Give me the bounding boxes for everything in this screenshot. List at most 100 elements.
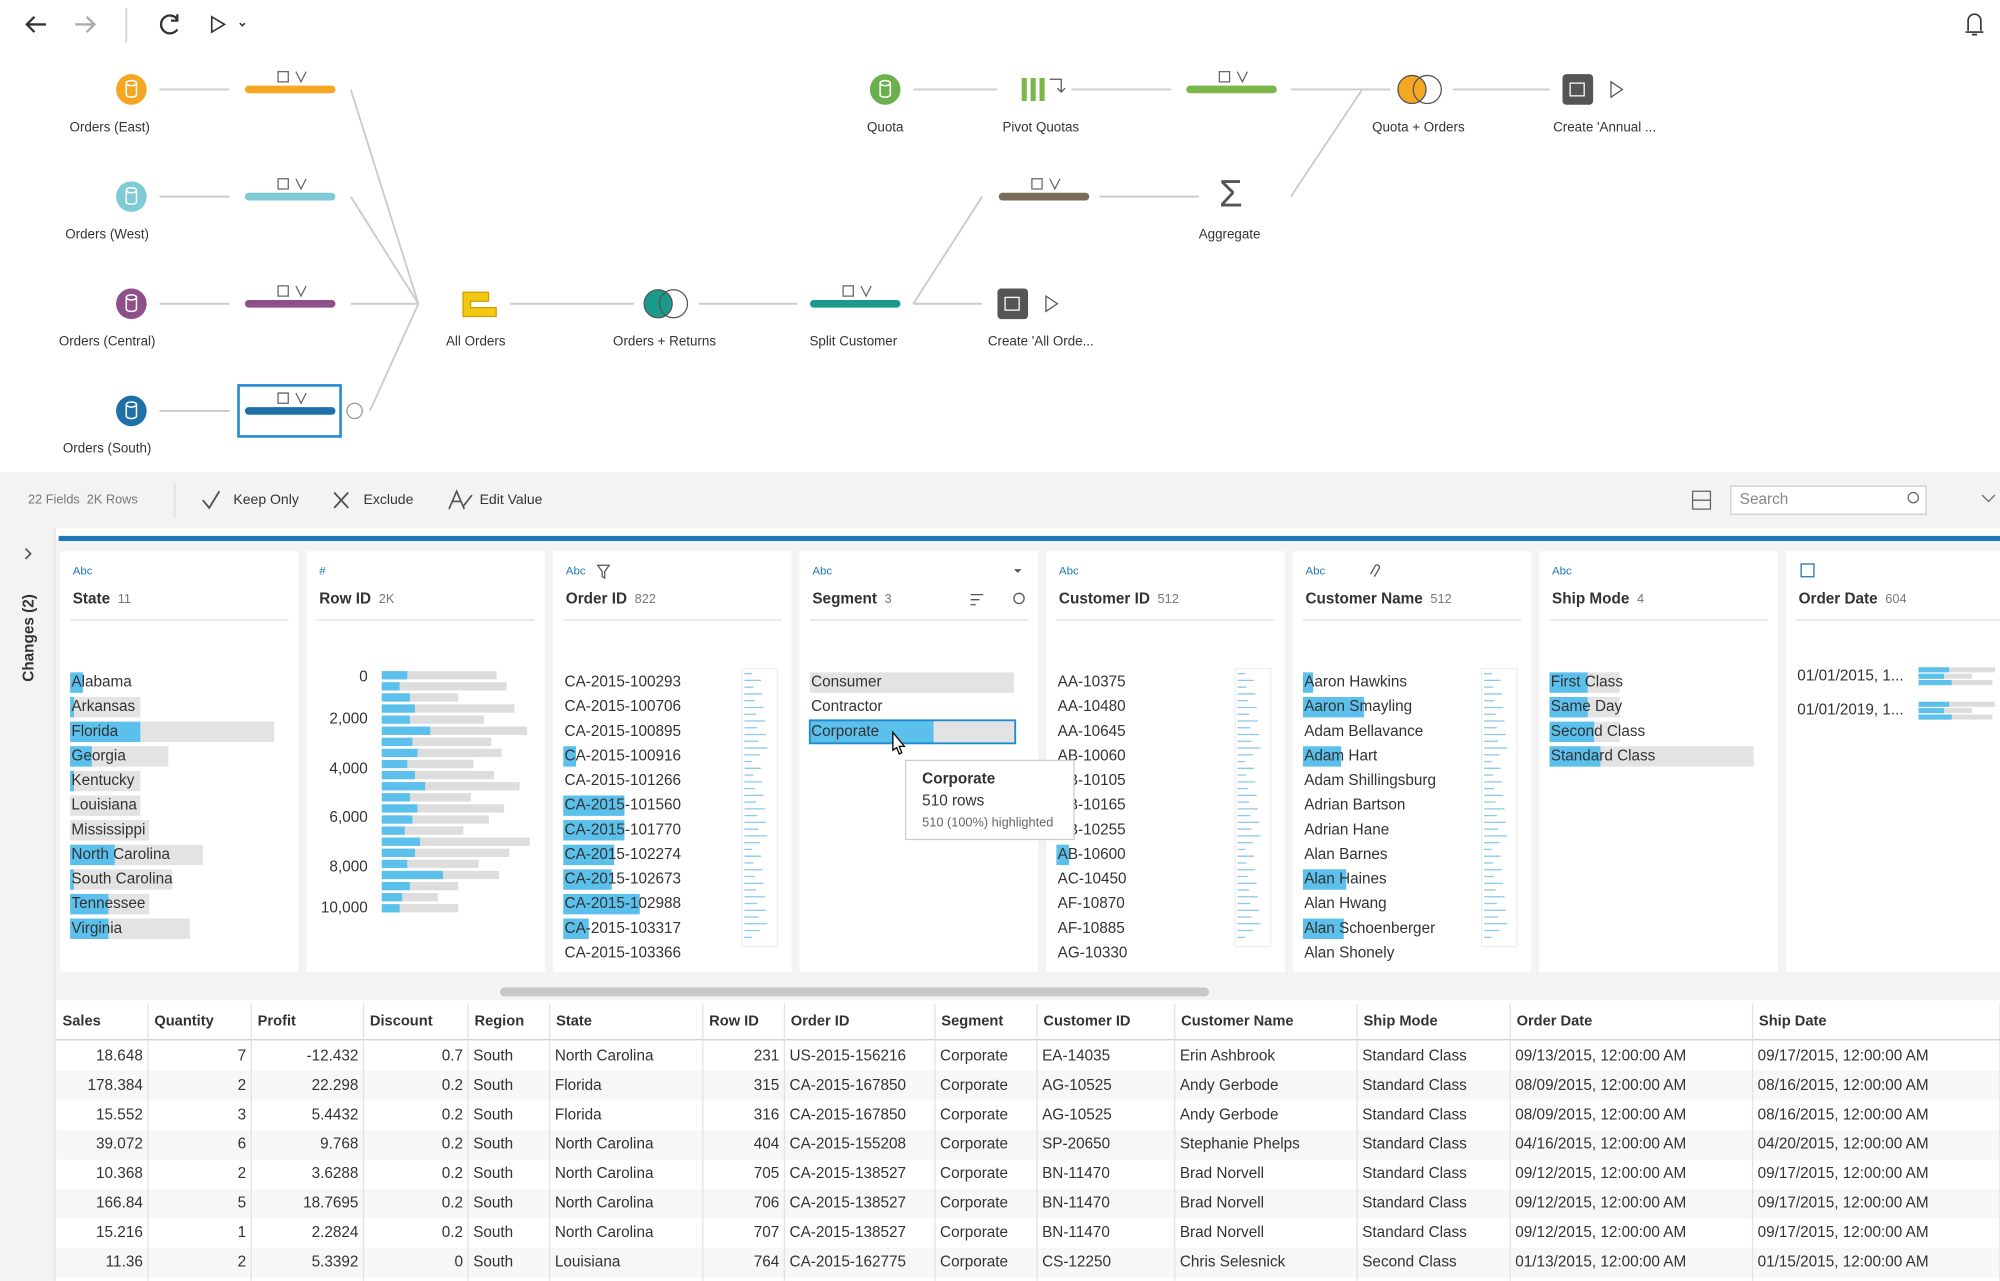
- value-label[interactable]: AB-10105: [1058, 772, 1126, 789]
- input-node[interactable]: [116, 74, 147, 105]
- value-label[interactable]: AB-10600: [1058, 846, 1126, 863]
- column-header[interactable]: Order ID: [791, 1014, 850, 1030]
- value-label[interactable]: Adam Shillingsburg: [1304, 772, 1436, 789]
- value-label[interactable]: Aaron Hawkins: [1304, 674, 1407, 691]
- value-label[interactable]: North Carolina: [71, 846, 170, 863]
- back-button[interactable]: [25, 15, 46, 33]
- value-label[interactable]: Alan Schoenberger: [1304, 920, 1435, 937]
- value-label[interactable]: CA-2015-100916: [565, 747, 682, 764]
- join-left[interactable]: [1397, 74, 1427, 105]
- join-left[interactable]: [643, 289, 673, 319]
- notifications-button[interactable]: [1965, 13, 1984, 36]
- keep-only-button[interactable]: Keep Only: [233, 491, 298, 507]
- value-label[interactable]: AB-10255: [1058, 821, 1126, 838]
- edit-value-button[interactable]: Edit Value: [480, 491, 543, 507]
- value-label[interactable]: CA-2015-102988: [565, 895, 682, 912]
- clean-step[interactable]: [809, 299, 901, 308]
- input-node[interactable]: [116, 288, 147, 320]
- output-node[interactable]: [1562, 74, 1594, 105]
- value-label[interactable]: Adam Bellavance: [1304, 723, 1423, 740]
- value-label[interactable]: AF-10885: [1058, 920, 1125, 937]
- pivot-node[interactable]: [1021, 78, 1045, 101]
- clean-step[interactable]: [1186, 85, 1277, 94]
- column-header[interactable]: Quantity: [154, 1014, 214, 1030]
- column-header[interactable]: Profit: [258, 1014, 296, 1030]
- value-label[interactable]: Corporate: [811, 723, 879, 740]
- value-label[interactable]: CA-2015-103317: [565, 920, 682, 937]
- value-label[interactable]: Adrian Bartson: [1304, 797, 1405, 814]
- value-label[interactable]: Adrian Hane: [1304, 821, 1389, 838]
- value-label[interactable]: CA-2015-103366: [565, 944, 682, 961]
- clean-step[interactable]: [244, 299, 336, 308]
- value-label[interactable]: Same Day: [1551, 698, 1623, 715]
- column-header[interactable]: Ship Mode: [1364, 1014, 1438, 1030]
- value-label[interactable]: Kentucky: [71, 772, 134, 789]
- value-label[interactable]: Georgia: [71, 747, 126, 764]
- column-header[interactable]: Ship Date: [1759, 1014, 1827, 1030]
- value-label[interactable]: CA-2015-102673: [565, 871, 682, 888]
- search-box[interactable]: [1730, 485, 1927, 515]
- value-label[interactable]: AG-10330: [1058, 944, 1128, 961]
- changes-title[interactable]: Changes (2): [20, 594, 37, 682]
- value-label[interactable]: AA-10480: [1058, 698, 1126, 715]
- value-label[interactable]: AA-10645: [1058, 723, 1126, 740]
- value-label[interactable]: Alan Haines: [1304, 871, 1387, 888]
- add-step-button[interactable]: [346, 402, 363, 420]
- card-menu[interactable]: [1013, 569, 1022, 573]
- column-header[interactable]: Segment: [941, 1014, 1003, 1030]
- clean-step[interactable]: [244, 407, 336, 415]
- value-label[interactable]: Alan Hwang: [1304, 895, 1386, 912]
- expand-button[interactable]: [24, 548, 32, 560]
- input-node[interactable]: [869, 74, 901, 105]
- aggregate-icon[interactable]: Σ: [1219, 173, 1243, 216]
- value-label[interactable]: 01/01/2019, 1...: [1797, 702, 1903, 719]
- value-label[interactable]: First Class: [1551, 674, 1624, 691]
- column-header[interactable]: Sales: [63, 1014, 101, 1030]
- column-header[interactable]: Row ID: [709, 1014, 759, 1030]
- value-label[interactable]: AF-10870: [1058, 895, 1125, 912]
- input-node[interactable]: [116, 181, 147, 212]
- value-label[interactable]: Alan Shonely: [1304, 944, 1394, 961]
- column-header[interactable]: State: [556, 1014, 592, 1030]
- value-label[interactable]: AA-10375: [1058, 674, 1126, 691]
- refresh-button[interactable]: [159, 14, 179, 35]
- value-label[interactable]: CA-2015-101770: [565, 821, 682, 838]
- value-label[interactable]: CA-2015-100293: [565, 674, 682, 691]
- run-output[interactable]: [1045, 294, 1059, 313]
- column-header[interactable]: Customer Name: [1181, 1014, 1293, 1030]
- value-label[interactable]: AB-10165: [1058, 797, 1126, 814]
- value-label[interactable]: Alabama: [71, 674, 132, 691]
- value-label[interactable]: Alan Barnes: [1304, 846, 1388, 863]
- run-button[interactable]: [210, 15, 227, 34]
- input-node[interactable]: [116, 395, 147, 427]
- value-label[interactable]: Tennessee: [71, 895, 145, 912]
- run-dropdown[interactable]: [239, 22, 246, 27]
- output-node[interactable]: [997, 288, 1029, 320]
- value-label[interactable]: Second Class: [1551, 723, 1646, 740]
- run-output[interactable]: [1610, 80, 1624, 99]
- forward-button[interactable]: [75, 15, 97, 33]
- value-label[interactable]: Mississippi: [71, 821, 145, 838]
- search-icon[interactable]: [1013, 592, 1025, 605]
- value-label[interactable]: 01/01/2015, 1...: [1797, 667, 1903, 684]
- value-label[interactable]: Louisiana: [71, 797, 137, 814]
- value-label[interactable]: Florida: [71, 723, 118, 740]
- clean-step[interactable]: [244, 85, 336, 94]
- value-label[interactable]: Aaron Smayling: [1304, 698, 1412, 715]
- collapse-button[interactable]: [1981, 494, 1996, 503]
- value-label[interactable]: Adam Hart: [1304, 747, 1378, 764]
- value-label[interactable]: Arkansas: [71, 698, 135, 715]
- selected-value[interactable]: [808, 719, 1017, 745]
- clean-step[interactable]: [998, 192, 1090, 201]
- exclude-button[interactable]: Exclude: [364, 491, 414, 507]
- column-header[interactable]: Region: [474, 1014, 524, 1030]
- value-label[interactable]: Consumer: [811, 674, 882, 691]
- value-label[interactable]: CA-2015-100706: [565, 698, 682, 715]
- clean-step[interactable]: [244, 192, 336, 201]
- value-label[interactable]: AB-10060: [1058, 747, 1126, 764]
- value-label[interactable]: CA-2015-101266: [565, 772, 682, 789]
- value-label[interactable]: CA-2015-100895: [565, 723, 682, 740]
- column-header[interactable]: Order Date: [1517, 1014, 1593, 1030]
- union-node[interactable]: [462, 291, 497, 318]
- value-label[interactable]: AC-10450: [1058, 871, 1127, 888]
